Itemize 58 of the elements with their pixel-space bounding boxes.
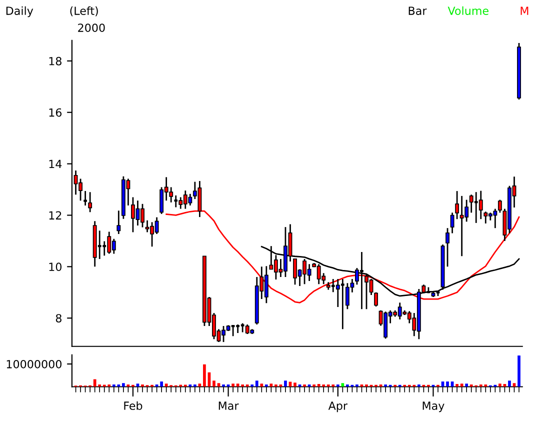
candlestick [116,210,121,235]
candlestick [88,191,92,213]
x-tick-label: May [422,402,444,412]
bar [274,384,278,387]
bar [294,382,296,387]
text: 2000 [78,24,105,32]
candlestick [498,199,502,214]
bar [446,382,449,387]
x-tick-label: Feb [124,401,142,410]
bar [498,384,502,387]
bar [250,384,254,387]
candlestick [446,227,450,268]
bar [356,384,358,387]
y-tick-label: 16 [49,108,62,117]
bar [241,384,244,387]
y-tick-label: 18 [49,56,62,66]
bar [193,384,196,387]
bar [141,384,144,387]
bar [264,384,268,387]
bar [222,384,225,387]
bar [384,384,387,387]
bar [336,384,340,387]
bar [303,384,306,387]
bar [246,384,249,387]
bar [160,382,163,387]
bar [284,380,287,387]
y-tick-label: 12 [49,211,62,220]
y-tick-label: 10000000 [6,360,62,368]
candlestick [455,190,460,220]
bar [232,384,234,387]
bar [255,380,258,387]
bar [518,356,520,387]
bar [365,384,368,387]
bar [508,380,511,387]
y-tick-label: 8 [56,314,62,322]
bar [260,384,264,387]
y-tick-label: 14 [49,160,62,168]
bar [456,384,458,387]
bar [270,384,273,387]
bar [346,384,349,387]
text: Bar [408,6,427,15]
text: M [520,6,528,15]
text: (Left) [70,6,98,16]
bar [203,364,206,387]
text: Daily [6,6,34,18]
bar [465,384,468,387]
y-tick-label: 10 [49,262,62,272]
bar [312,384,316,387]
x-tick-label: Apr [328,402,348,412]
bar [188,384,192,387]
candlestick [374,292,378,308]
bar [341,383,344,387]
bar [212,380,216,387]
bar [417,384,420,387]
candlestick [478,190,483,220]
x-tick-label: Mar [218,402,239,410]
text: Volume [448,6,488,15]
bar [122,383,125,387]
